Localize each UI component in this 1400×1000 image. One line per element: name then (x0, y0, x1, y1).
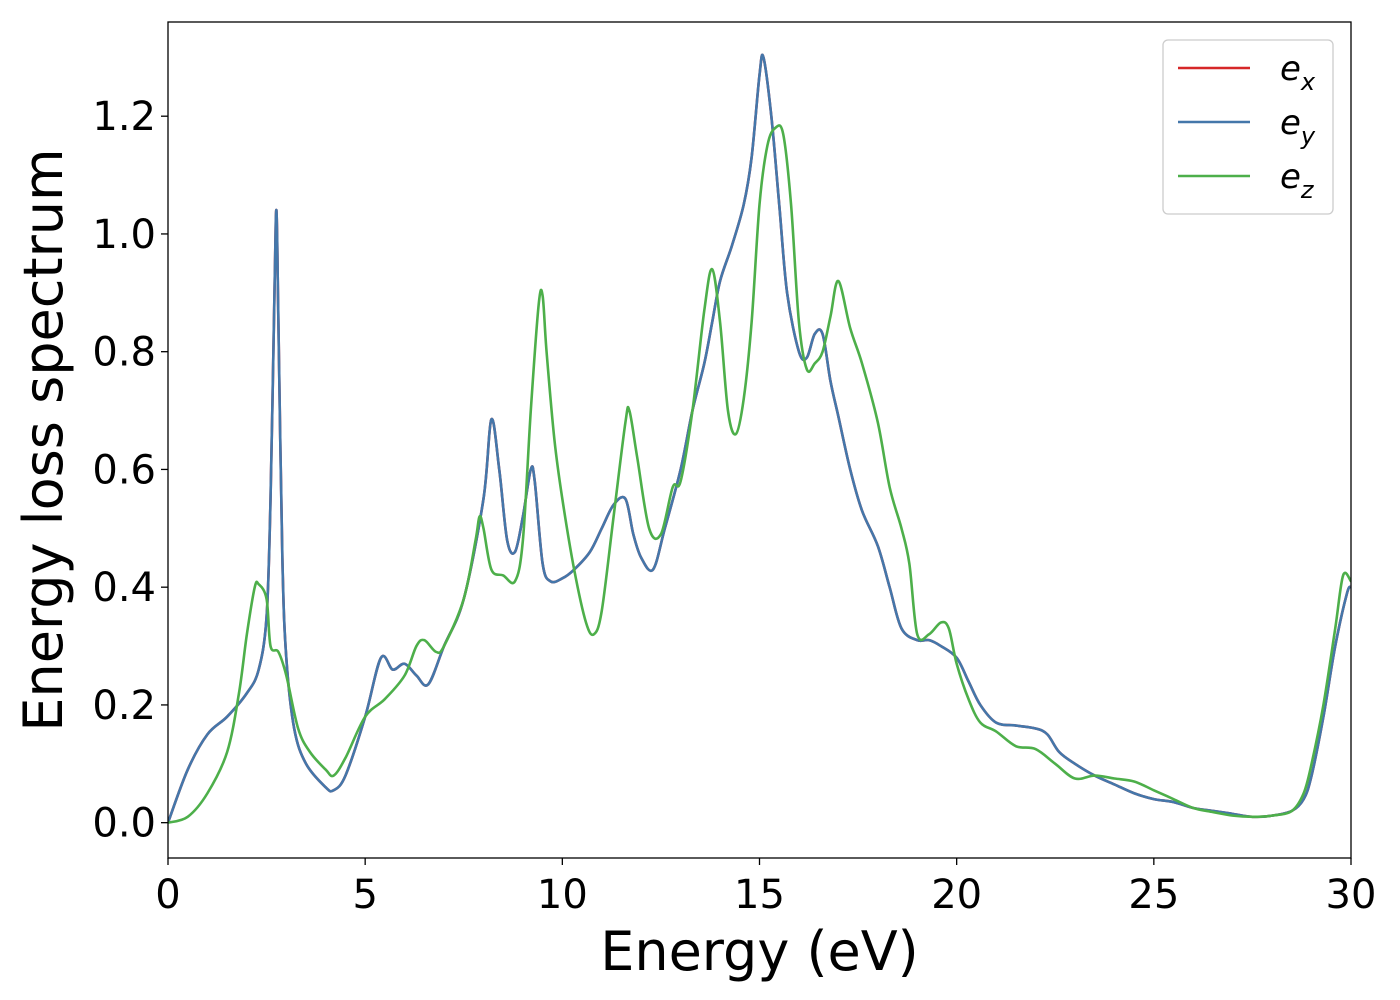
legend-label-z: ez (1280, 157, 1315, 204)
x-tick-label: 20 (931, 872, 982, 918)
x-tick-label: 25 (1128, 872, 1179, 918)
y-tick-label: 0.8 (92, 330, 156, 376)
y-axis-title: Energy loss spectrum (12, 148, 75, 731)
series-layer (168, 53, 1351, 824)
legend-label-y: ey (1280, 103, 1316, 150)
legend-label-x: ex (1280, 49, 1316, 96)
plot-area (167, 21, 1352, 859)
legend-label-subscript: y (1300, 122, 1316, 150)
x-tick-label: 0 (155, 872, 180, 918)
x-tick-label: 5 (352, 872, 377, 918)
x-tick-label: 30 (1326, 872, 1377, 918)
legend-box (1162, 39, 1334, 215)
y-tick-label: 0.6 (92, 447, 156, 493)
y-tick-label: 0.0 (92, 801, 156, 847)
series-line-y (168, 53, 1351, 824)
y-tick-label: 1.0 (92, 212, 156, 258)
x-tick-label: 10 (537, 872, 588, 918)
legend-label-subscript: z (1300, 176, 1315, 204)
legend-label-base: e (1280, 103, 1301, 143)
legend-label-base: e (1280, 49, 1301, 89)
x-axis: 0 5 10 15 20 25 30 (155, 858, 1376, 918)
series-line-z (168, 124, 1351, 824)
y-axis: 0.0 0.2 0.4 0.6 0.8 1.0 1.2 (92, 94, 168, 847)
legend-label-subscript: x (1300, 68, 1316, 96)
y-tick-label: 0.4 (92, 565, 156, 611)
y-tick-label: 0.2 (92, 683, 156, 729)
legend-label-base: e (1280, 157, 1301, 197)
y-tick-label: 1.2 (92, 94, 156, 140)
x-tick-label: 15 (734, 872, 785, 918)
x-axis-title: Energy (eV) (600, 920, 919, 983)
